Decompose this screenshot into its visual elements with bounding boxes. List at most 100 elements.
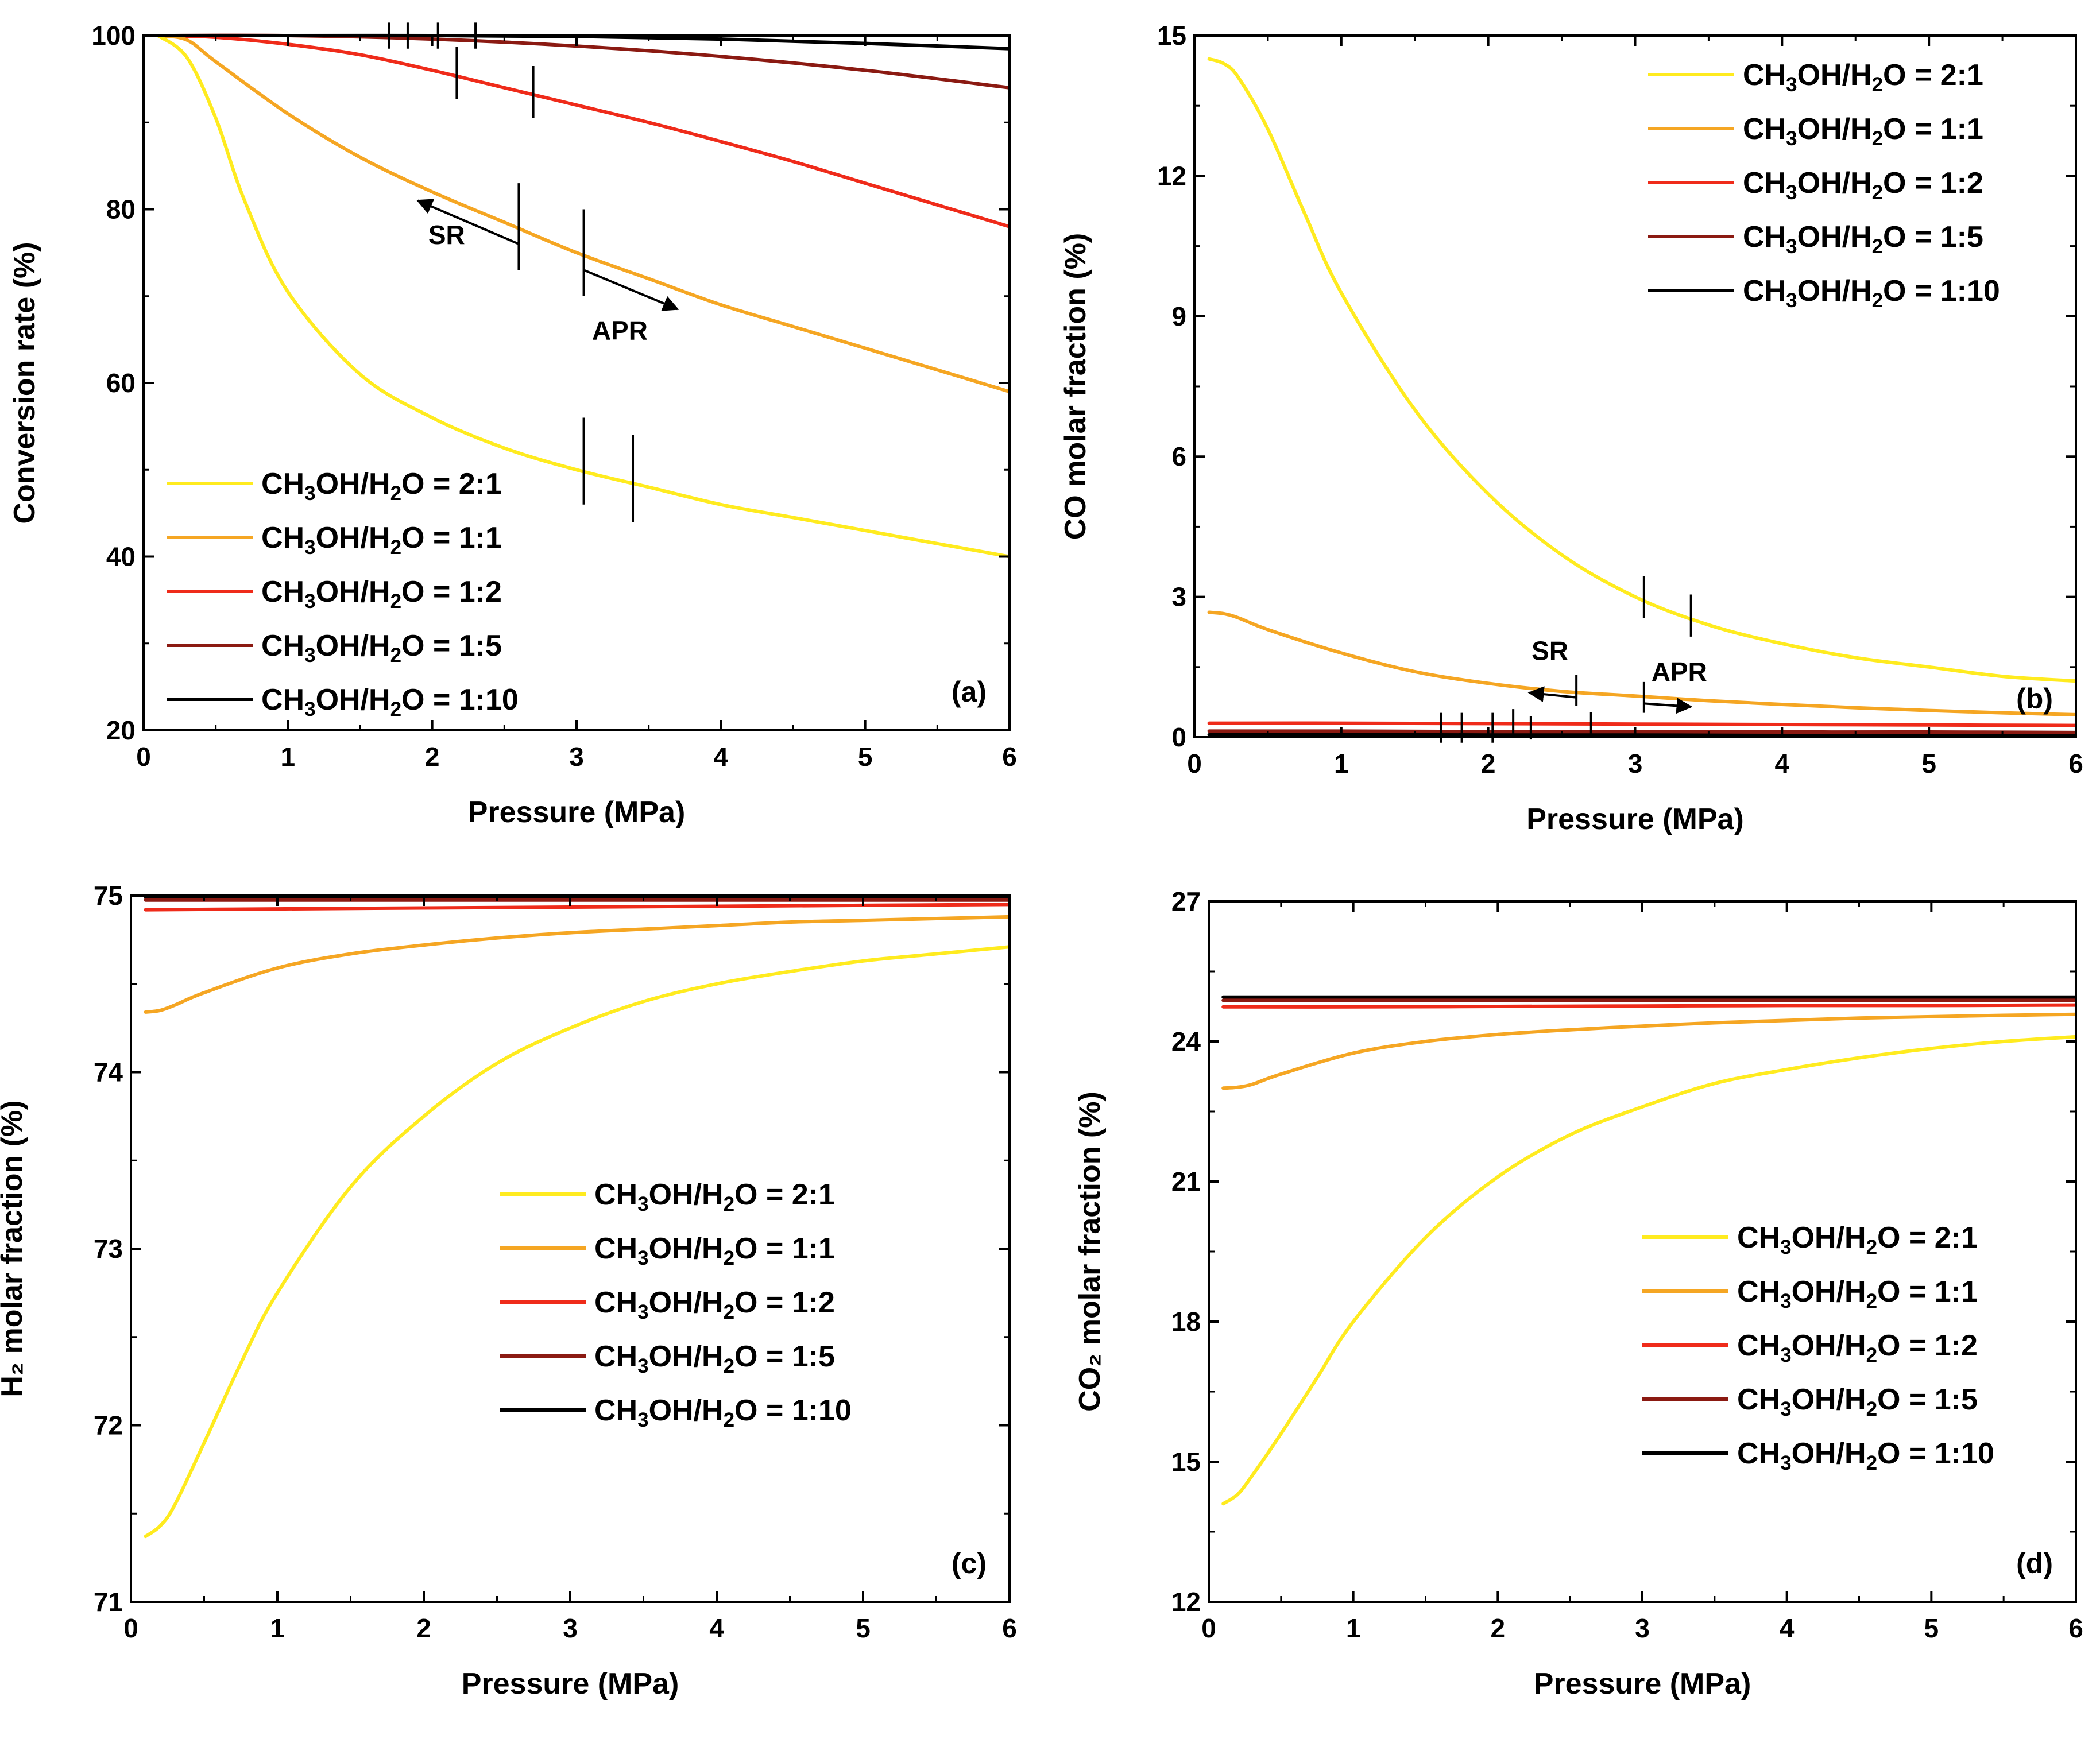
arrow-1 (583, 269, 679, 311)
legend-entry-2-1: CH3OH/H2O = 2:1 (1743, 59, 1983, 96)
y-tick-label: 0 (1171, 722, 1186, 752)
series-line-1-5 (1207, 729, 2076, 734)
y-tick-label: 6 (1171, 441, 1186, 471)
legend-entry-1-10: CH3OH/H2O = 1:10 (261, 683, 519, 721)
x-tick-label: 1 (1334, 749, 1349, 779)
panel-c: 0 1 2 3 4 5 6 71 72 73 74 75 Pressure (MPa) H₂ molar … (0, 881, 1017, 1701)
y-tick-label: 72 (94, 1411, 123, 1440)
x-tick-label: 5 (858, 742, 873, 772)
legend-entry-2-1: CH3OH/H2O = 2:1 (594, 1178, 835, 1215)
series-group (1221, 995, 2076, 1506)
legend-entry-1-1: CH3OH/H2O = 1:1 (1743, 113, 1983, 150)
annotation-sr: SR (428, 220, 465, 250)
x-tick-label: 2 (416, 1613, 431, 1643)
legend-entry-2-1: CH3OH/H2O = 2:1 (1737, 1221, 1978, 1258)
x-tick-label: 4 (1780, 1613, 1795, 1643)
y-tick-label: 9 (1171, 301, 1186, 331)
legend: CH3OH/H2O = 2:1 CH3OH/H2O = 1:1 CH3OH/H2O … (1648, 59, 2000, 312)
panel-label: (a) (952, 676, 987, 708)
series-line-1-2 (156, 34, 1010, 228)
series-line-1-1 (1221, 1012, 2076, 1090)
x-tick-label: 4 (1775, 749, 1790, 779)
series-line-1-1 (144, 915, 1010, 1014)
x-tick-label: 4 (709, 1613, 724, 1643)
legend-entry-1-1: CH3OH/H2O = 1:1 (594, 1232, 835, 1269)
y-tick-label: 12 (1171, 1587, 1201, 1617)
x-tick-label: 0 (1201, 1613, 1216, 1643)
legend-entry-2-1: CH3OH/H2O = 2:1 (261, 467, 502, 505)
x-tick-label: 4 (714, 742, 729, 772)
series-line-1-2 (1221, 1003, 2076, 1009)
legend-entry-1-10: CH3OH/H2O = 1:10 (1743, 274, 2000, 312)
x-tick-label: 3 (569, 742, 584, 772)
y-tick-label: 40 (106, 542, 136, 572)
y-axis-title: Conversion rate (%) (8, 242, 41, 524)
x-tick-label: 6 (1002, 1613, 1017, 1643)
panel-label: (b) (2016, 683, 2053, 715)
x-tick-label: 5 (1924, 1613, 1939, 1643)
series-line-1-2 (1207, 721, 2076, 727)
annotation-apr: APR (592, 315, 648, 345)
x-tick-label: 6 (2068, 1613, 2083, 1643)
arrow-0 (1527, 686, 1577, 703)
annotation-sr: SR (1532, 636, 1568, 666)
x-tick-label: 0 (1187, 749, 1202, 779)
y-tick-label: 100 (91, 21, 136, 51)
y-axis-title: CO molar fraction (%) (1059, 233, 1092, 540)
y-tick-label: 24 (1171, 1027, 1201, 1056)
legend-entry-1-10: CH3OH/H2O = 1:10 (1737, 1437, 1994, 1474)
x-tick-label: 1 (281, 742, 296, 772)
legend-entry-1-5: CH3OH/H2O = 1:5 (1737, 1383, 1978, 1420)
y-tick-label: 12 (1157, 161, 1186, 191)
x-tick-label: 2 (425, 742, 440, 772)
legend: CH3OH/H2O = 2:1 CH3OH/H2O = 1:1 CH3OH/H2O … (1642, 1221, 1994, 1474)
x-tick-label: 5 (856, 1613, 871, 1643)
x-tick-label: 2 (1481, 749, 1496, 779)
y-tick-label: 21 (1171, 1167, 1201, 1196)
y-tick-label: 15 (1171, 1447, 1201, 1477)
series-line-1-1 (156, 34, 1010, 394)
panel-label: (c) (952, 1547, 987, 1579)
x-axis-title: Pressure (MPa) (468, 796, 686, 829)
legend-entry-1-1: CH3OH/H2O = 1:1 (1737, 1275, 1978, 1312)
x-axis-title: Pressure (MPa) (1534, 1667, 1751, 1701)
series-line-2-1 (1221, 1035, 2076, 1506)
arrow-0 (416, 199, 520, 245)
legend-entry-1-1: CH3OH/H2O = 1:1 (261, 521, 502, 559)
arrow-1 (1643, 698, 1693, 714)
x-axis-title: Pressure (MPa) (1526, 803, 1744, 836)
y-tick-label: 73 (94, 1234, 123, 1264)
series-line-2-1 (1207, 57, 2076, 683)
y-tick-label: 20 (106, 715, 136, 745)
legend-entry-1-5: CH3OH/H2O = 1:5 (594, 1340, 835, 1377)
legend-entry-1-10: CH3OH/H2O = 1:10 (594, 1394, 852, 1431)
series-line-1-2 (144, 903, 1010, 912)
y-tick-label: 75 (94, 881, 123, 911)
x-tick-label: 2 (1491, 1613, 1506, 1643)
y-tick-label: 15 (1157, 21, 1186, 51)
series-group (144, 896, 1010, 1539)
legend-entry-1-2: CH3OH/H2O = 1:2 (1743, 166, 1983, 204)
legend-entry-1-5: CH3OH/H2O = 1:5 (1743, 220, 1983, 258)
y-tick-label: 71 (94, 1587, 123, 1617)
y-tick-label: 60 (106, 368, 136, 398)
series-group (1207, 57, 2076, 737)
series-line-2-1 (156, 34, 1010, 559)
series-line-1-1 (1207, 610, 2076, 716)
y-axis-title: H₂ molar fraction (%) (0, 1100, 29, 1397)
x-tick-label: 6 (2068, 749, 2083, 779)
x-tick-label: 1 (1346, 1613, 1361, 1643)
legend-entry-1-5: CH3OH/H2O = 1:5 (261, 629, 502, 667)
y-tick-label: 27 (1171, 886, 1201, 916)
x-tick-label: 3 (1628, 749, 1643, 779)
y-tick-label: 74 (94, 1058, 123, 1087)
annotation-apr: APR (1652, 657, 1707, 687)
panel-a: SR APR 0 1 2 3 4 5 6 20 40 60 80 100 Pressure (MPa) Con… (8, 21, 1017, 829)
legend: CH3OH/H2O = 2:1 CH3OH/H2O = 1:1 CH3OH/H2O … (500, 1178, 852, 1431)
y-tick-label: 18 (1171, 1307, 1201, 1337)
x-tick-label: 3 (1635, 1613, 1650, 1643)
x-tick-label: 1 (270, 1613, 285, 1643)
panel-label: (d) (2016, 1547, 2053, 1579)
legend-entry-1-2: CH3OH/H2O = 1:2 (1737, 1329, 1978, 1366)
